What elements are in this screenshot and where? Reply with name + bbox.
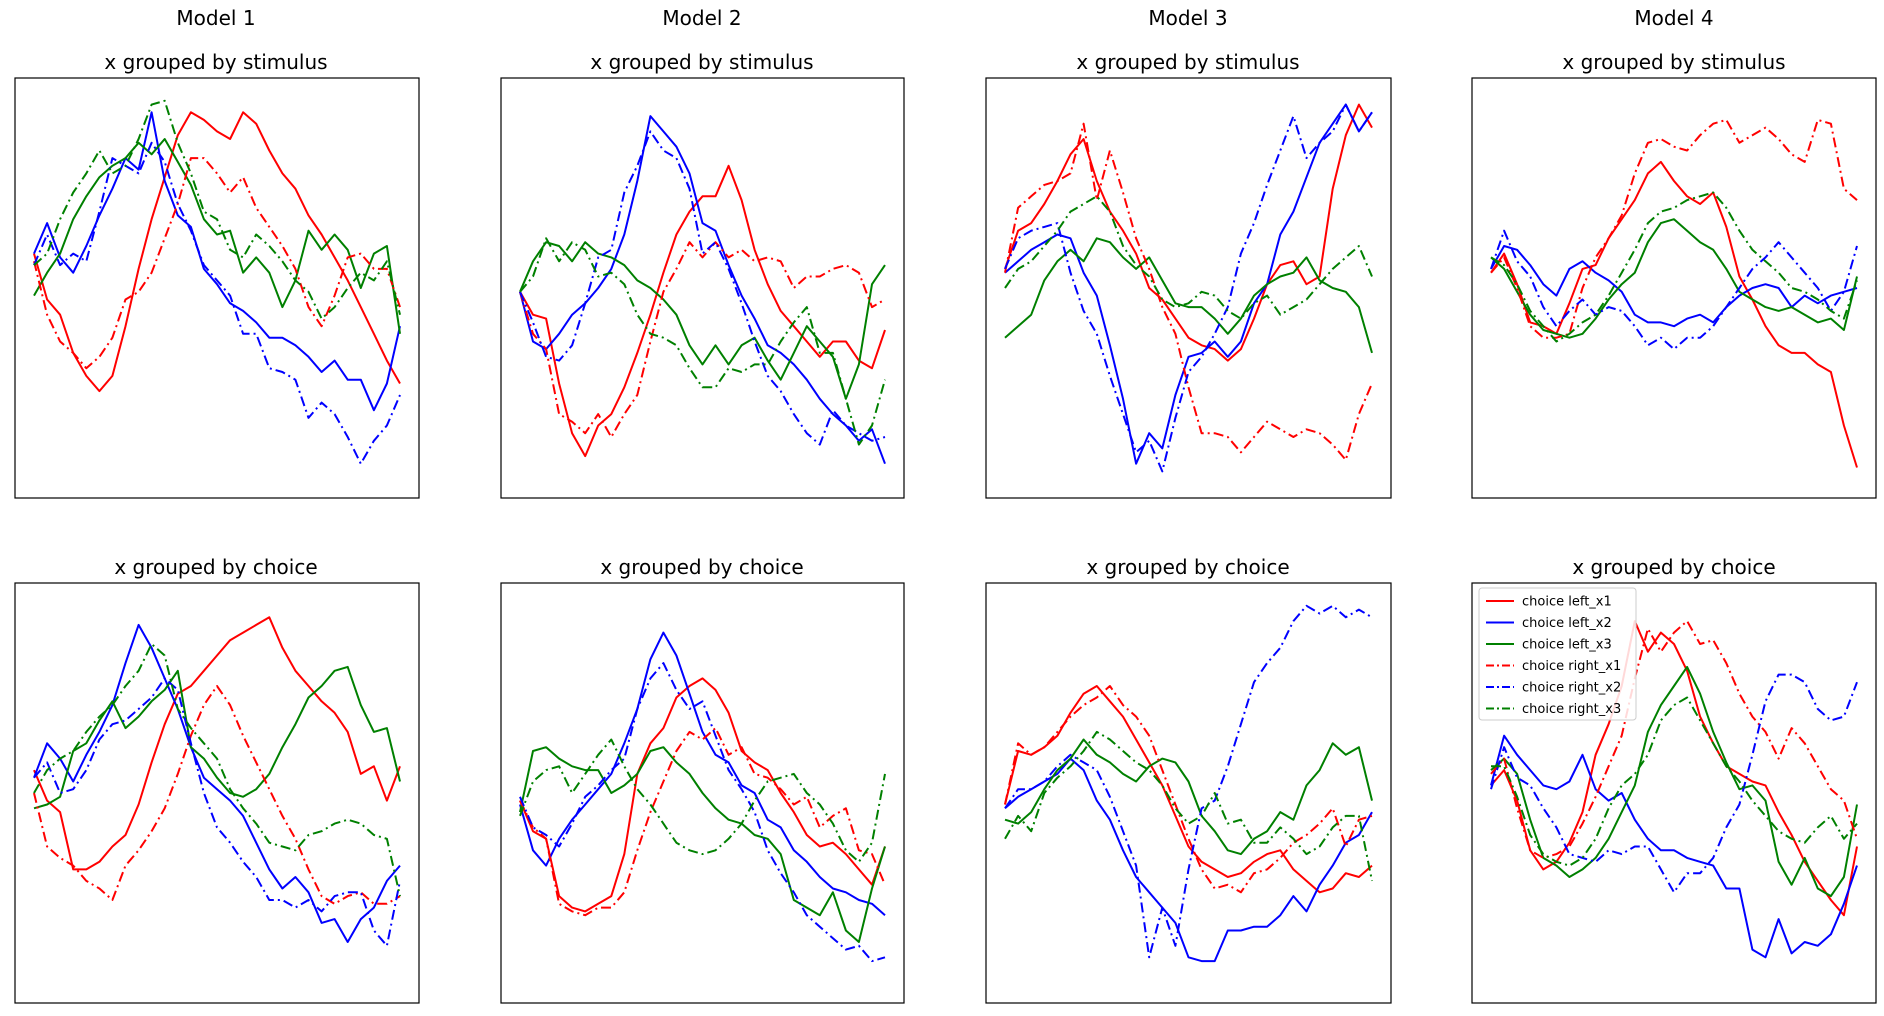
series-line-right-x2: [519, 662, 886, 963]
subplot-title: x grouped by stimulus: [590, 50, 813, 74]
series-line-right-x3: [33, 99, 401, 320]
subplot-title: x grouped by stimulus: [1076, 50, 1299, 74]
series-line-left-x2: [1490, 245, 1858, 328]
series-line-left-x2: [519, 631, 886, 916]
legend-label-left-x1: choice left_x1: [1522, 595, 1612, 610]
plot-frame: [500, 77, 905, 499]
series-line-left-x2: [1490, 734, 1858, 959]
plot-frame: [1471, 582, 1877, 1004]
legend-box: [1478, 587, 1637, 721]
plot-frame: [14, 77, 420, 499]
series-line-right-x1: [1490, 620, 1858, 859]
series-line-right-x3: [519, 237, 886, 446]
subplot-model-2-choice: x grouped by choice: [500, 555, 905, 1004]
series-line-right-x2: [1490, 673, 1858, 894]
legend-label-left-x2: choice left_x2: [1522, 616, 1612, 631]
subplot-title: x grouped by stimulus: [1562, 50, 1785, 74]
series-line-left-x3: [33, 138, 401, 334]
legend-label-left-x3: choice left_x3: [1522, 638, 1612, 653]
series-line-right-x2: [1490, 229, 1858, 351]
series-line-right-x1: [519, 241, 886, 438]
series-line-left-x1: [519, 677, 886, 913]
series-line-right-x1: [1004, 122, 1373, 461]
series-line-right-x3: [33, 643, 401, 897]
series-line-left-x3: [1490, 218, 1858, 339]
legend-label-right-x2: choice right_x2: [1522, 681, 1621, 696]
column-title-model-2: Model 2: [662, 6, 741, 30]
series-line-left-x1: [33, 616, 401, 871]
column-title-model-1: Model 1: [176, 6, 255, 30]
series-line-left-x1: [1004, 103, 1373, 362]
series-line-left-x1: [33, 111, 401, 393]
series-line-right-x2: [33, 141, 401, 465]
legend-label-right-x1: choice right_x1: [1522, 659, 1621, 674]
plot-frame: [14, 582, 420, 1004]
subplot-model-4-stimulus: x grouped by stimulus: [1471, 50, 1877, 499]
subplot-model-4-choice: x grouped by choice choice left_x1choice…: [1471, 555, 1877, 1004]
series-line-left-x2: [519, 115, 886, 465]
subplot-model-3-stimulus: x grouped by stimulus: [985, 50, 1392, 499]
series-line-left-x1: [1004, 685, 1373, 894]
plot-frame: [985, 77, 1392, 499]
series-line-left-x3: [1004, 237, 1373, 354]
series-line-right-x1: [1490, 118, 1858, 339]
series-line-right-x2: [33, 677, 401, 947]
series-line-left-x1: [519, 164, 886, 458]
subplot-model-1-stimulus: x grouped by stimulus: [14, 50, 420, 499]
series-line-left-x2: [1004, 757, 1373, 963]
series-line-left-x3: [519, 746, 886, 943]
subplot-title: x grouped by stimulus: [104, 50, 327, 74]
series-line-right-x2: [519, 130, 886, 446]
series-line-right-x3: [1491, 696, 1858, 867]
subplot-title: x grouped by choice: [600, 555, 803, 579]
series-line-right-x3: [519, 738, 886, 863]
series-line-right-x2: [1004, 103, 1373, 473]
series-line-left-x3: [33, 665, 401, 810]
series-line-left-x1: [1490, 620, 1858, 917]
series-line-left-x2: [1004, 103, 1373, 465]
plot-frame: [500, 582, 905, 1004]
subplot-title: x grouped by choice: [1086, 555, 1289, 579]
legend-label-right-x3: choice right_x3: [1522, 702, 1621, 717]
column-title-model-4: Model 4: [1634, 6, 1713, 30]
column-title-model-3: Model 3: [1148, 6, 1227, 30]
plot-frame: [1471, 77, 1877, 499]
series-line-right-x3: [1004, 195, 1373, 320]
subplot-model-3-choice: x grouped by choice: [985, 555, 1392, 1004]
plot-frame: [985, 582, 1392, 1004]
series-line-left-x3: [1490, 665, 1858, 898]
series-line-left-x3: [519, 241, 886, 400]
series-line-right-x3: [1490, 191, 1858, 343]
series-line-right-x1: [1004, 685, 1373, 894]
series-line-right-x1: [33, 685, 401, 905]
series-line-right-x2: [1004, 604, 1373, 959]
subplot-title: x grouped by choice: [114, 555, 317, 579]
series-line-left-x1: [1490, 160, 1858, 468]
series-line-right-x1: [33, 157, 401, 370]
subplot-model-2-stimulus: x grouped by stimulus: [500, 50, 905, 499]
subplot-title: x grouped by choice: [1572, 555, 1775, 579]
subplot-model-1-choice: x grouped by choice: [14, 555, 420, 1004]
series-line-right-x3: [1004, 730, 1373, 882]
series-line-left-x3: [1004, 738, 1373, 856]
series-line-left-x2: [33, 623, 401, 943]
column-titles: Model 1 Model 2 Model 3 Model 4: [176, 6, 1713, 30]
